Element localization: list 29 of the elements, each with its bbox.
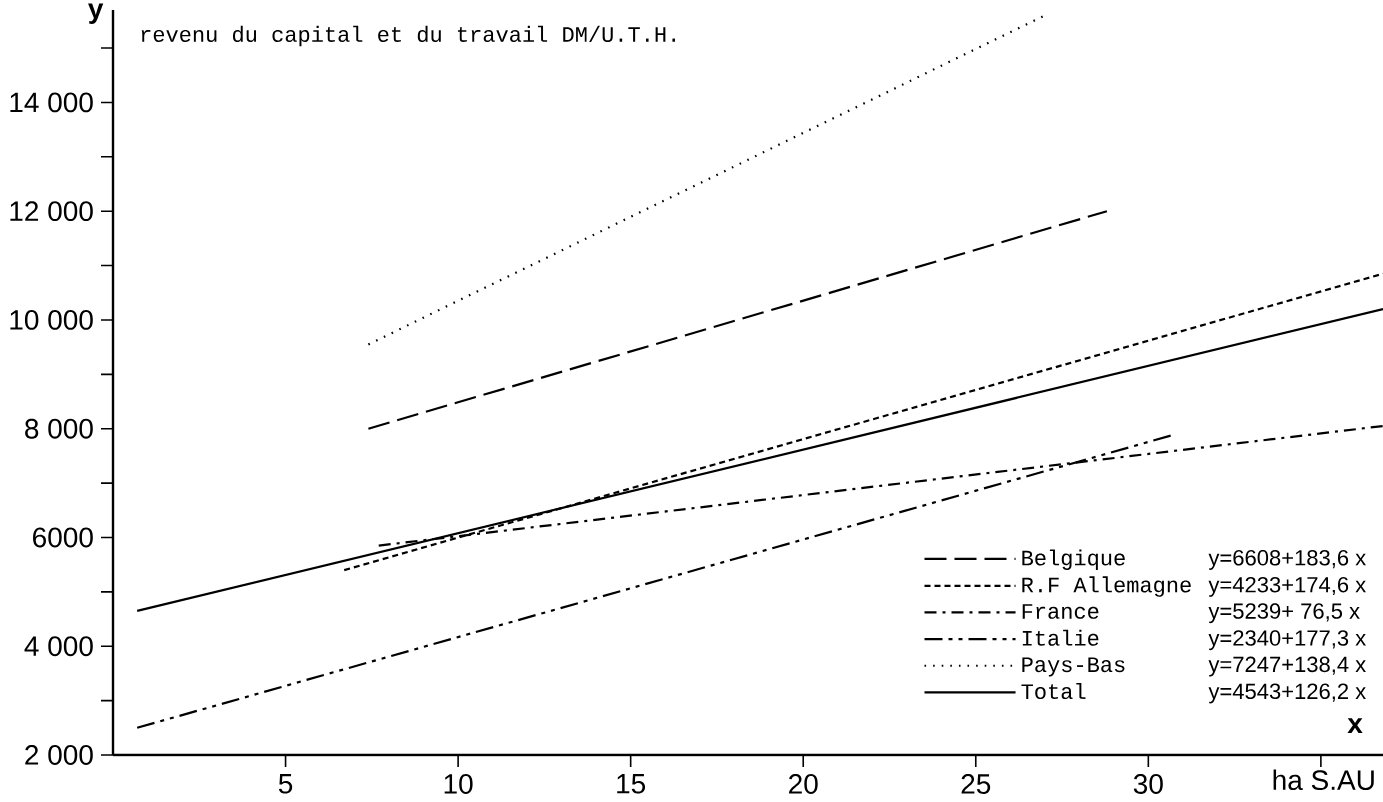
legend-label: Pays-Bas [1022, 657, 1125, 677]
y-axis-title: y [88, 3, 104, 25]
x-tick-label: 25 [961, 774, 991, 794]
x-tick-label: 10 [444, 774, 473, 794]
x-tick-label: 15 [617, 774, 646, 794]
annotation: y=7247+138,4 x [1208, 656, 1366, 677]
annotation: y=4543+126,2 x [1208, 683, 1366, 704]
annotation: y=2340+177,3 x [1208, 630, 1366, 651]
x-tick-label: 30 [1133, 774, 1163, 794]
legend-label: Total [1021, 682, 1086, 700]
legend-label: R.F Allemagne [1022, 576, 1191, 597]
y-tick-label: 2 000 [25, 745, 93, 765]
y-tick-label: 6000 [33, 527, 93, 548]
y-tick-label: 14 000 [10, 92, 93, 113]
y-tick-label: 4 000 [24, 636, 93, 657]
legend-label: Italie [1022, 629, 1099, 646]
legend-label: France [1022, 604, 1099, 619]
x-tick-label: 20 [789, 774, 818, 794]
annotation: y=6608+183,6 x [1208, 550, 1366, 570]
text: revenu du capital et du travail DM/U.T.H. [141, 25, 675, 47]
y-tick-label: 12 000 [10, 201, 93, 222]
x-axis-title: x [1347, 718, 1363, 734]
x-tick-label: 5 [278, 774, 293, 794]
annotation: y=5239+ 76,5 x [1208, 603, 1360, 624]
legend-label: Belgique [1022, 549, 1125, 570]
annotation: y=4233+174,6 x [1208, 576, 1366, 597]
text: ha S.AU [1273, 769, 1374, 791]
y-tick-label: 8 000 [25, 418, 93, 439]
y-tick-label: 10 000 [10, 310, 93, 330]
